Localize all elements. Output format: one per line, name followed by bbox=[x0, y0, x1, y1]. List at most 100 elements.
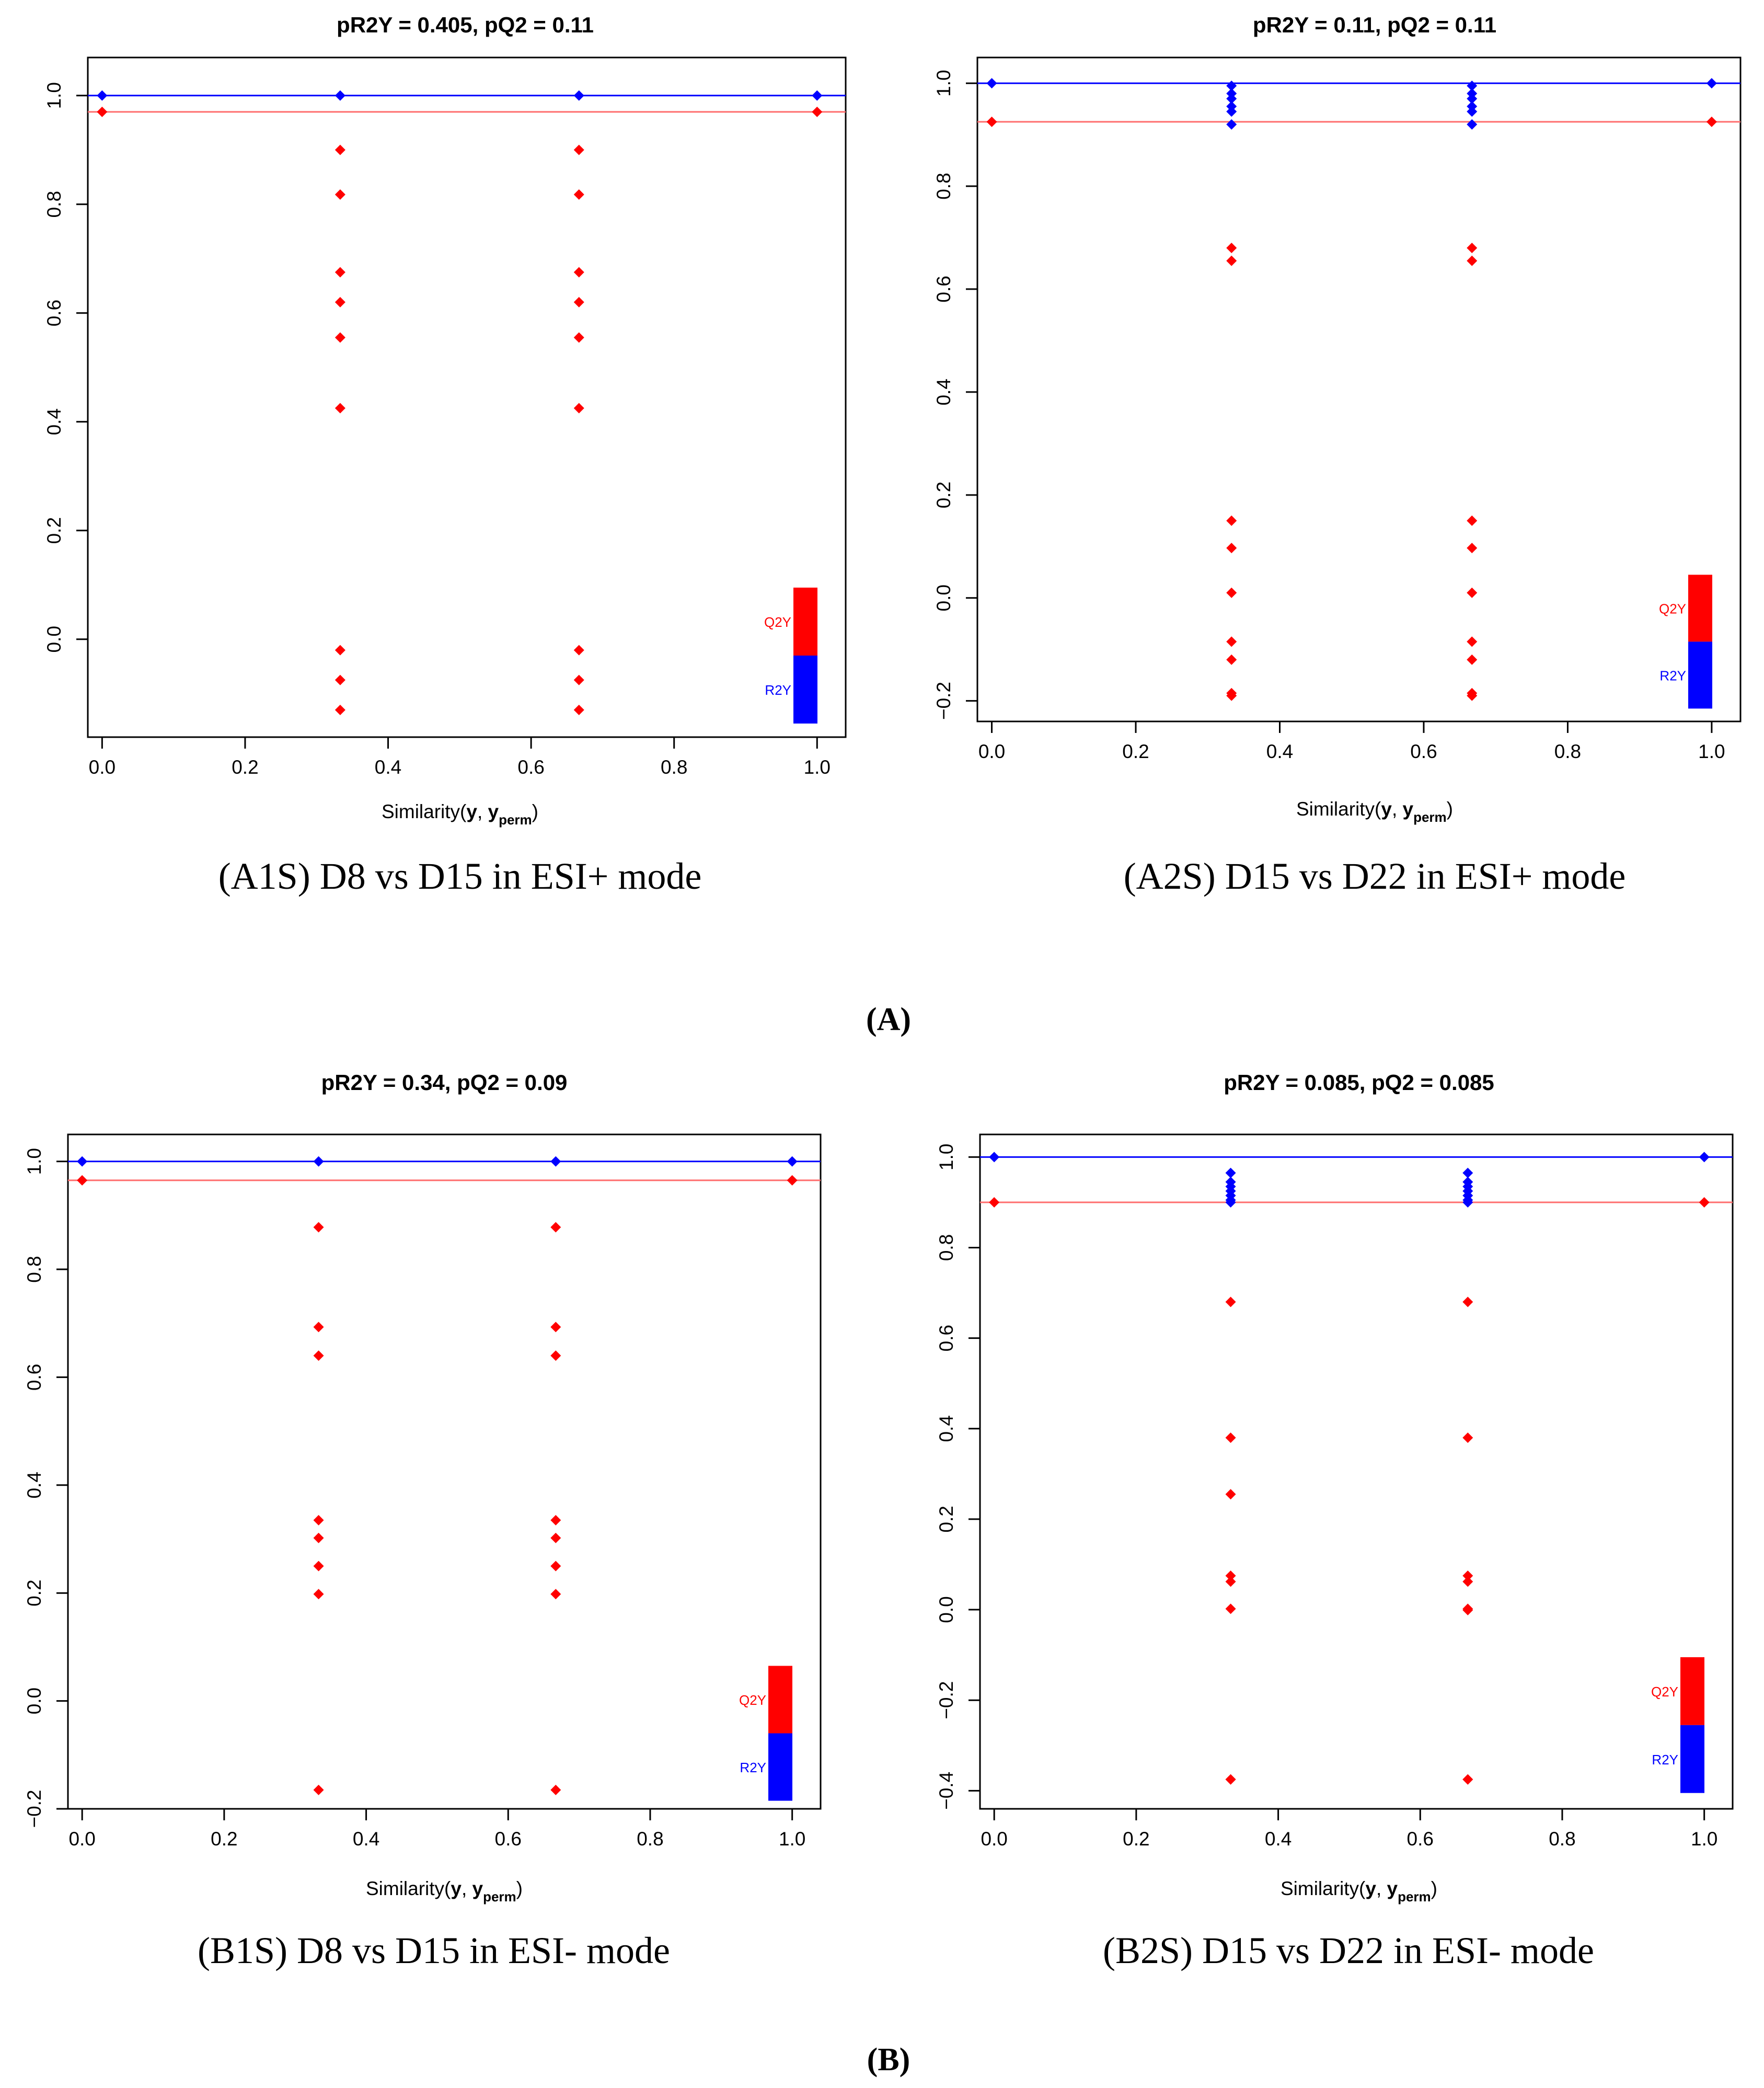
chart-title: pR2Y = 0.34, pQ2 = 0.09 bbox=[321, 1070, 568, 1095]
y-tick-label: 0.8 bbox=[933, 173, 954, 199]
x-axis-label-prefix: Similarity( bbox=[382, 801, 467, 822]
r2y-point bbox=[1467, 119, 1478, 130]
q2y-point bbox=[1226, 587, 1237, 598]
y-tick-label: −0.2 bbox=[24, 1789, 45, 1828]
r2y-point bbox=[1699, 1152, 1710, 1163]
q2y-point bbox=[335, 403, 345, 414]
y-tick-label: 0.6 bbox=[936, 1325, 957, 1351]
r2y-point bbox=[986, 78, 997, 89]
x-axis-label-yperm: y bbox=[1403, 798, 1414, 820]
chart-caption: (B1S) D8 vs D15 in ESI- mode bbox=[198, 1930, 670, 1971]
q2y-point bbox=[1226, 636, 1237, 647]
r2y-point bbox=[1226, 106, 1237, 117]
x-tick-label: 0.6 bbox=[1410, 741, 1437, 762]
q2y-point bbox=[573, 297, 584, 307]
q2y-point bbox=[313, 1322, 324, 1333]
r2y-point bbox=[787, 1156, 798, 1167]
r2y-point bbox=[1467, 81, 1478, 91]
q2y-point bbox=[1225, 1774, 1236, 1785]
y-tick-label: 0.2 bbox=[933, 481, 954, 508]
chart-caption: (A1S) D8 vs D15 in ESI+ mode bbox=[218, 855, 702, 897]
charts-container: pR2Y = 0.405, pQ2 = 0.11 0.0 0.2 0.4 0.6 0.8 1… bbox=[24, 13, 1742, 1971]
legend-r2y-label: R2Y bbox=[740, 1760, 766, 1775]
x-axis-label-sep: , bbox=[1376, 1878, 1387, 1899]
q2y-point bbox=[573, 705, 584, 715]
q2y-point bbox=[1226, 255, 1237, 266]
x-axis-label-y: y bbox=[1381, 798, 1392, 820]
legend-r2y-label: R2Y bbox=[1652, 1752, 1678, 1768]
q2y-point bbox=[335, 705, 345, 715]
q2y-point bbox=[986, 117, 997, 128]
x-tick-label: 0.0 bbox=[981, 1828, 1007, 1850]
q2y-point bbox=[1467, 636, 1478, 647]
x-axis-label-sep: , bbox=[462, 1878, 472, 1899]
q2y-point bbox=[989, 1197, 1000, 1208]
x-axis-label-sep: , bbox=[477, 801, 488, 822]
x-axis-label-sub: perm bbox=[483, 1889, 516, 1905]
x-tick-label: 0.4 bbox=[1265, 1828, 1292, 1850]
q2y-point bbox=[1467, 543, 1478, 554]
x-tick-label: 0.4 bbox=[1266, 741, 1293, 762]
panel-label-a: (A) bbox=[866, 1002, 911, 1037]
r2y-point bbox=[1225, 1167, 1236, 1178]
x-axis-label: Similarity(y, yperm) bbox=[1281, 1878, 1437, 1905]
chart-2: pR2Y = 0.11, pQ2 = 0.11 0.0 0.2 0.4 0.6 0.8 1.… bbox=[933, 13, 1742, 897]
x-tick-label: 0.0 bbox=[89, 756, 116, 778]
x-axis-label-sub: perm bbox=[1413, 809, 1447, 825]
q2y-point bbox=[335, 189, 345, 200]
q2y-point bbox=[1467, 255, 1478, 266]
r2y-point bbox=[1467, 106, 1478, 117]
q2y-point bbox=[77, 1175, 88, 1186]
x-tick-label: 0.6 bbox=[517, 756, 544, 778]
x-axis-label-yperm: y bbox=[1387, 1878, 1398, 1899]
y-tick-label: 0.4 bbox=[933, 378, 954, 405]
q2y-point bbox=[313, 1784, 324, 1795]
x-tick-label: 0.0 bbox=[978, 741, 1005, 762]
r2y-point bbox=[989, 1152, 1000, 1163]
y-tick-label: 0.6 bbox=[24, 1364, 45, 1391]
legend-q2y-swatch bbox=[1680, 1657, 1704, 1725]
q2y-point bbox=[1462, 1604, 1473, 1615]
y-tick-label: 0.4 bbox=[24, 1472, 45, 1498]
legend-q2y-label: Q2Y bbox=[739, 1692, 766, 1708]
q2y-point bbox=[1225, 1603, 1236, 1614]
q2y-point bbox=[1226, 243, 1237, 254]
legend-r2y-label: R2Y bbox=[765, 682, 791, 698]
q2y-point bbox=[1462, 1576, 1473, 1587]
q2y-point bbox=[1225, 1432, 1236, 1443]
x-axis-label-sub: perm bbox=[499, 812, 532, 828]
r2y-point bbox=[812, 90, 823, 101]
legend-q2y-label: Q2Y bbox=[1651, 1684, 1678, 1700]
x-tick-label: 0.0 bbox=[68, 1828, 95, 1850]
q2y-point bbox=[335, 297, 345, 307]
x-tick-label: 0.2 bbox=[211, 1828, 237, 1850]
y-tick-label: 1.0 bbox=[933, 70, 954, 97]
plot-frame bbox=[979, 1133, 1734, 1810]
q2y-point bbox=[1226, 654, 1237, 665]
q2y-point bbox=[1467, 243, 1478, 254]
x-axis-label-yperm: y bbox=[488, 801, 499, 822]
legend-r2y-swatch bbox=[1688, 641, 1712, 709]
q2y-point bbox=[1699, 1197, 1710, 1208]
legend-q2y-label: Q2Y bbox=[764, 614, 791, 630]
y-tick-label: 0.0 bbox=[43, 626, 65, 652]
q2y-point bbox=[550, 1784, 561, 1795]
q2y-point bbox=[1225, 1489, 1236, 1500]
q2y-point bbox=[573, 332, 584, 343]
q2y-point bbox=[1226, 690, 1237, 701]
y-tick-label: −0.2 bbox=[936, 1681, 957, 1719]
x-axis-label-yperm: y bbox=[472, 1878, 483, 1899]
x-tick-label: 0.2 bbox=[1122, 741, 1149, 762]
x-axis-label-prefix: Similarity( bbox=[366, 1878, 451, 1899]
q2y-point bbox=[335, 267, 345, 278]
q2y-point bbox=[1462, 1774, 1473, 1785]
q2y-point bbox=[1467, 654, 1478, 665]
r2y-point bbox=[335, 90, 345, 101]
q2y-point bbox=[573, 674, 584, 685]
chart-caption: (B2S) D15 vs D22 in ESI- mode bbox=[1103, 1930, 1594, 1971]
legend-q2y-swatch bbox=[793, 588, 817, 656]
x-axis-label-suffix: ) bbox=[1431, 1878, 1437, 1899]
x-axis-label-suffix: ) bbox=[532, 801, 538, 822]
x-tick-label: 1.0 bbox=[804, 756, 831, 778]
